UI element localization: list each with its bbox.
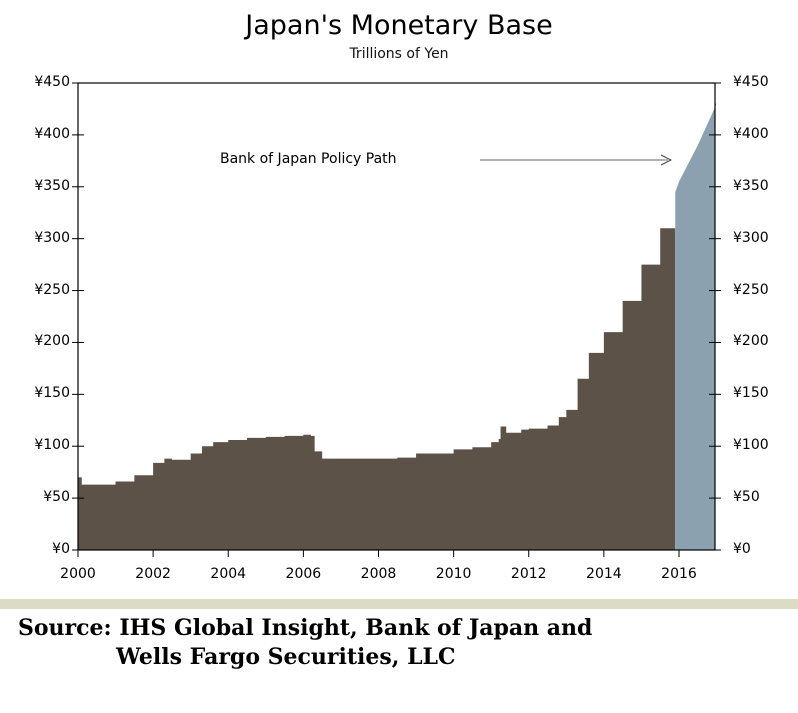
y-tick-right: ¥150: [733, 385, 769, 402]
chart-subtitle: Trillions of Yen: [349, 46, 449, 62]
y-tick-left: ¥450: [34, 74, 70, 90]
y-tick-left: ¥200: [34, 333, 70, 350]
chart-plot: [72, 82, 721, 557]
actual-area: [78, 191, 676, 550]
y-tick-left: ¥0: [52, 541, 70, 557]
y-tick-left: ¥250: [34, 281, 70, 298]
y-tick-left: ¥50: [43, 489, 70, 506]
x-tick-label: 2004: [210, 566, 247, 582]
annotation-label: Bank of Japan Policy Path: [220, 151, 397, 167]
source-note: Source: IHS Global Insight, Bank of Japa…: [18, 614, 592, 672]
y-tick-right: ¥100: [733, 437, 769, 454]
y-tick-right: ¥250: [733, 281, 769, 298]
y-tick-right: ¥400: [733, 125, 769, 142]
x-tick-label: 2000: [60, 566, 96, 582]
y-tick-right: ¥50: [733, 489, 760, 506]
footer-divider: [0, 599, 798, 609]
y-tick-left: ¥350: [34, 177, 70, 194]
y-tick-right: ¥0: [733, 541, 751, 557]
y-tick-left: ¥400: [34, 125, 70, 142]
source-line-1: Source: IHS Global Insight, Bank of Japa…: [18, 615, 593, 641]
y-tick-left: ¥150: [34, 385, 70, 402]
y-tick-left: ¥100: [34, 437, 70, 454]
y-tick-left: ¥300: [34, 229, 70, 246]
x-tick-label: 2006: [285, 566, 322, 582]
chart-title: Japan's Monetary Base: [245, 10, 553, 41]
source-line-2: Wells Fargo Securities, LLC: [116, 644, 456, 670]
y-tick-right: ¥450: [733, 74, 769, 90]
axis-ticks: [72, 82, 721, 557]
x-tick-label: 2014: [586, 566, 622, 582]
plot-frame: [77, 82, 716, 551]
projection-area: [675, 103, 717, 550]
y-tick-right: ¥350: [733, 177, 769, 194]
x-tick-label: 2012: [510, 566, 547, 582]
x-tick-label: 2010: [435, 566, 472, 582]
y-tick-right: ¥300: [733, 229, 769, 246]
x-tick-label: 2002: [135, 566, 171, 582]
x-tick-label: 2008: [360, 566, 397, 582]
x-tick-label: 2016: [661, 566, 697, 582]
y-tick-right: ¥200: [733, 333, 769, 350]
arrow-head-icon: [660, 154, 673, 166]
